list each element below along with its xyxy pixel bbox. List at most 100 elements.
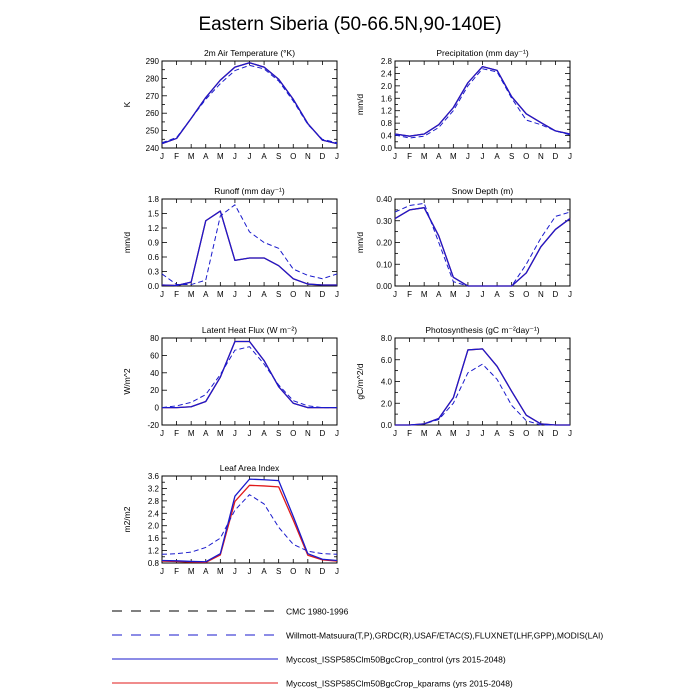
x-tick-label: A: [436, 429, 442, 438]
y-tick-label: 240: [146, 144, 160, 153]
series-line-kparams: [394, 207, 571, 287]
x-tick-label: S: [509, 152, 514, 161]
x-tick-label: M: [217, 567, 224, 576]
x-tick-label: M: [421, 429, 428, 438]
x-tick-label: J: [335, 567, 339, 576]
y-tick-label: 4.0: [381, 378, 393, 387]
x-tick-label: F: [174, 290, 179, 299]
x-tick-label: M: [450, 290, 457, 299]
y-tick-label: 250: [146, 127, 160, 136]
panel-tsa: 2m Air Temperature (°K) K 240 250 260 270 280 2…: [122, 48, 339, 161]
x-tick-label: J: [248, 429, 252, 438]
series-line-obs: [394, 68, 571, 139]
panel-runoff: Runoff (mm day⁻¹) mm/d 0.0 0.3 0.6 0.9 1.2 1.5 1…: [122, 186, 339, 299]
y-tick-label: 1.6: [148, 534, 160, 543]
y-tick-label: 290: [146, 57, 160, 66]
y-tick-label: 2.0: [381, 82, 393, 91]
x-tick-label: D: [320, 152, 326, 161]
x-tick-label: S: [276, 290, 281, 299]
x-tick-label: S: [276, 152, 281, 161]
legend: CMC 1980-1996 Willmott-Matsuura(T,P),GRDC…: [112, 607, 603, 689]
series-line-obs: [161, 64, 338, 144]
x-tick-label: J: [160, 290, 164, 299]
y-axis-label: mm/d: [355, 94, 365, 116]
y-tick-label: 1.5: [148, 210, 160, 219]
x-tick-label: M: [421, 290, 428, 299]
panel-snow: Snow Depth (m) mm/d 0.00 0.10 0.20 0.30 0.40 J F…: [355, 186, 572, 299]
page-title: Eastern Siberia (50-66.5N,90-140E): [198, 14, 501, 35]
y-axis-label: mm/d: [122, 232, 132, 254]
x-tick-label: J: [160, 152, 164, 161]
x-tick-label: A: [494, 429, 500, 438]
x-tick-label: M: [188, 429, 195, 438]
x-tick-label: N: [305, 152, 311, 161]
x-tick-label: A: [261, 152, 267, 161]
x-tick-label: J: [335, 429, 339, 438]
x-tick-label: A: [261, 429, 267, 438]
y-tick-label: 1.2: [381, 107, 393, 116]
series-line-obs: [395, 363, 570, 426]
x-tick-label: M: [450, 152, 457, 161]
series-line-control: [161, 62, 338, 145]
x-tick-label: F: [174, 567, 179, 576]
x-tick-label: A: [261, 567, 267, 576]
y-axis-label: mm/d: [355, 232, 365, 254]
x-tick-label: D: [320, 567, 326, 576]
y-tick-label: 0.00: [376, 282, 392, 291]
x-tick-label: F: [407, 152, 412, 161]
series-line-kparams: [161, 484, 338, 564]
x-tick-label: D: [553, 290, 559, 299]
panel-lhf: Latent Heat Flux (W m⁻²) W/m^2 -20 0 20 40 60 8…: [122, 325, 339, 438]
y-axis-label: gC/m^2/d: [355, 363, 365, 399]
y-tick-label: 0: [155, 404, 160, 413]
x-tick-label: J: [233, 429, 237, 438]
x-tick-label: A: [436, 290, 442, 299]
x-tick-label: D: [553, 429, 559, 438]
y-tick-label: 1.6: [381, 94, 393, 103]
plot-frame: [394, 337, 571, 426]
legend-label: CMC 1980-1996: [286, 607, 349, 617]
x-tick-label: J: [335, 290, 339, 299]
panel-prec: Precipitation (mm day⁻¹) mm/d 0.0 0.4 0.8 1.2…: [355, 48, 572, 161]
x-tick-label: F: [407, 290, 412, 299]
y-tick-label: -20: [147, 421, 159, 430]
y-tick-label: 2.0: [148, 522, 160, 531]
x-tick-label: J: [481, 290, 485, 299]
series-line-obs: [161, 494, 338, 555]
panel-title: Snow Depth (m): [452, 186, 514, 196]
panel-title: Photosynthesis (gC m⁻²day⁻¹): [425, 325, 539, 335]
y-tick-label: 1.2: [148, 224, 160, 233]
x-tick-label: O: [523, 152, 529, 161]
series-line-control: [161, 210, 337, 287]
x-tick-label: M: [217, 152, 224, 161]
series-line-kparams: [162, 340, 337, 409]
panel-title: Precipitation (mm day⁻¹): [436, 48, 529, 58]
plot-frame: [161, 60, 338, 149]
panels: 2m Air Temperature (°K) K 240 250 260 270 280 2…: [122, 48, 572, 576]
y-tick-label: 1.8: [148, 195, 160, 204]
x-tick-label: M: [421, 152, 428, 161]
x-tick-label: O: [523, 429, 529, 438]
y-tick-label: 0.10: [376, 260, 392, 269]
series-line-control: [161, 478, 338, 563]
series-line-control: [395, 348, 570, 426]
y-tick-label: 2.0: [381, 399, 393, 408]
x-tick-label: A: [203, 152, 209, 161]
x-tick-label: A: [203, 290, 209, 299]
series-line-kparams: [395, 348, 570, 426]
x-tick-label: J: [393, 429, 397, 438]
x-tick-label: M: [450, 429, 457, 438]
y-tick-label: 2.8: [381, 57, 393, 66]
x-tick-label: J: [393, 152, 397, 161]
plot-frame: [161, 198, 338, 287]
panel-title: 2m Air Temperature (°K): [204, 48, 295, 58]
series-line-kparams: [161, 62, 338, 145]
x-tick-label: J: [160, 567, 164, 576]
panel-title: Leaf Area Index: [220, 463, 280, 473]
x-tick-label: O: [290, 152, 296, 161]
x-tick-label: D: [320, 429, 326, 438]
x-tick-label: O: [290, 567, 296, 576]
x-tick-label: S: [509, 290, 514, 299]
y-tick-label: 280: [146, 74, 160, 83]
